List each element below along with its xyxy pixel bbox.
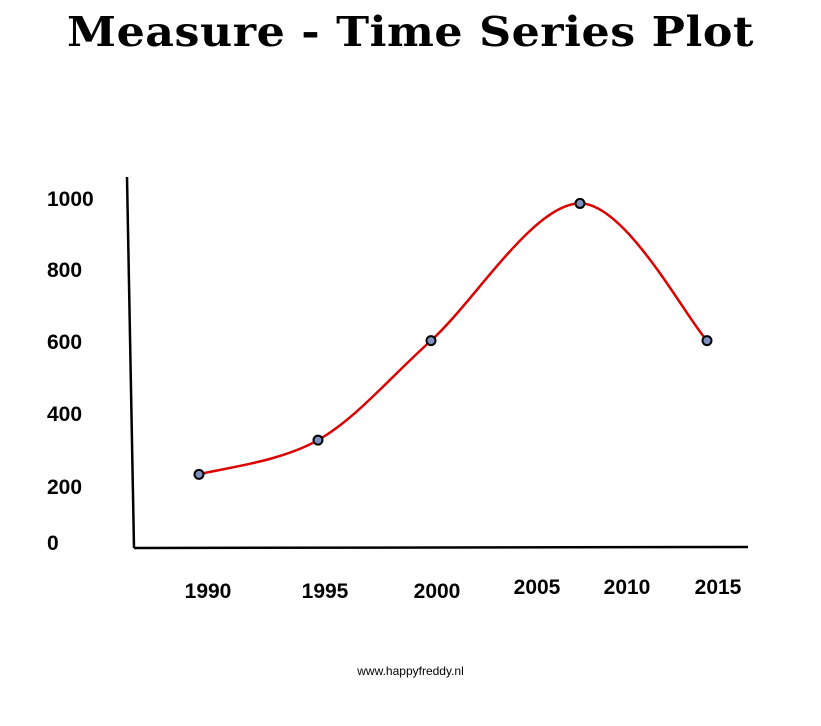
x-tick-label: 1990: [185, 580, 232, 603]
footer-credit: www.happyfreddy.nl: [357, 664, 464, 678]
data-point: [312, 434, 324, 446]
x-tick-label: 2015: [695, 576, 742, 599]
y-tick-label: 200: [47, 476, 82, 499]
y-axis: [125, 176, 136, 549]
chart-title: Measure - Time Series Plot: [67, 8, 754, 56]
y-tick-label: 600: [47, 331, 82, 354]
series-line: [198, 202, 708, 476]
y-tick-label: 400: [47, 403, 82, 426]
x-axis: [133, 545, 749, 550]
y-tick-label: 0: [47, 532, 59, 555]
y-tick-label: 800: [47, 259, 82, 282]
data-point: [574, 197, 586, 209]
x-tick-label: 2005: [514, 576, 561, 599]
x-tick-label: 2000: [414, 580, 461, 603]
data-point: [193, 468, 205, 480]
data-point: [701, 335, 713, 347]
y-tick-label: 1000: [47, 188, 94, 211]
data-point: [425, 335, 437, 347]
x-tick-label: 1995: [302, 580, 349, 603]
x-tick-label: 2010: [604, 576, 651, 599]
